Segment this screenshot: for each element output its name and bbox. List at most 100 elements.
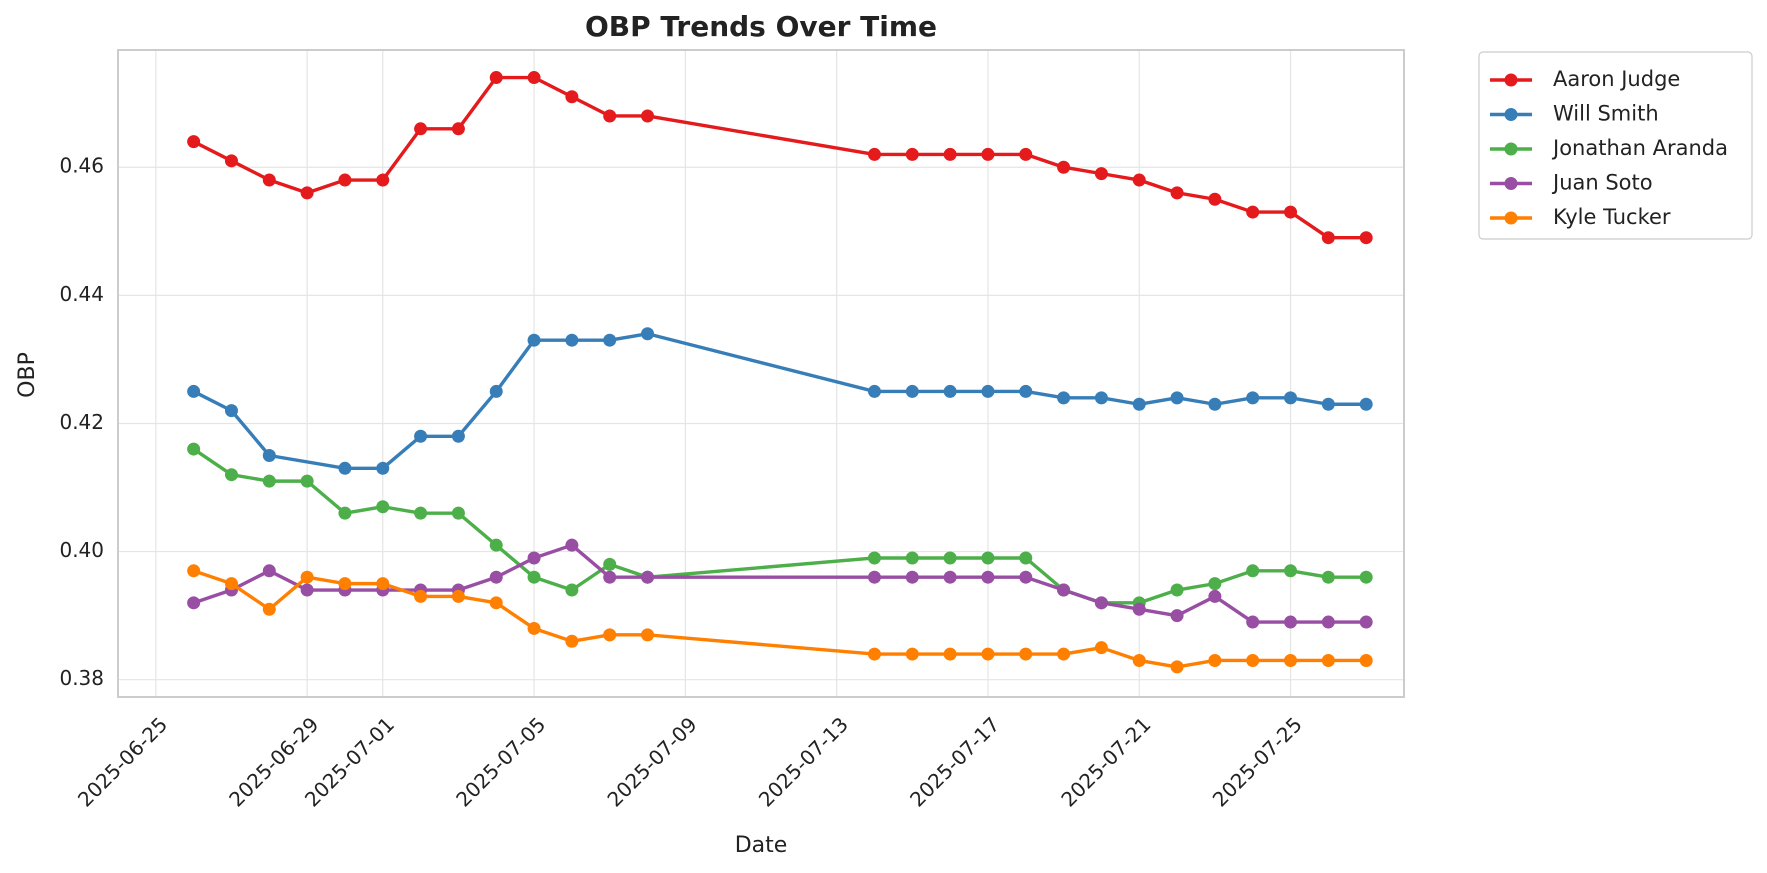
data-point <box>603 333 617 347</box>
data-point <box>1359 570 1373 584</box>
data-point <box>1246 205 1260 219</box>
data-point <box>1019 551 1033 565</box>
data-point <box>262 474 276 488</box>
data-point <box>1094 641 1108 655</box>
data-point <box>1170 609 1184 623</box>
data-point <box>1170 391 1184 405</box>
data-point <box>187 596 201 610</box>
legend-item: Jonathan Aranda <box>1490 136 1728 160</box>
data-point <box>1246 653 1260 667</box>
data-point <box>262 564 276 578</box>
data-point <box>1359 397 1373 411</box>
data-point <box>376 577 390 591</box>
data-point <box>981 647 995 661</box>
y-tick-label: 0.46 <box>59 154 104 178</box>
series-line <box>191 75 1368 240</box>
data-point <box>1246 615 1260 629</box>
data-point <box>1057 160 1071 174</box>
data-point <box>414 122 428 136</box>
data-point <box>867 551 881 565</box>
data-point <box>1170 660 1184 674</box>
data-point <box>603 628 617 642</box>
x-tick-label: 2025-07-09 <box>602 712 701 811</box>
legend-swatch-marker <box>1504 177 1518 190</box>
data-point <box>981 551 995 565</box>
data-point <box>943 551 957 565</box>
data-point <box>527 71 541 85</box>
series-kyle-tucker <box>187 564 1373 674</box>
data-point <box>1132 602 1146 616</box>
data-point <box>1019 570 1033 584</box>
data-point <box>262 602 276 616</box>
data-point <box>338 577 352 591</box>
data-point <box>905 570 919 584</box>
data-point <box>1359 653 1373 667</box>
data-point <box>1057 647 1071 661</box>
data-point <box>376 461 390 475</box>
data-point <box>1057 391 1071 405</box>
data-point <box>565 333 579 347</box>
y-axis-label: OBP <box>15 352 40 398</box>
x-tick-label: 2025-06-25 <box>73 712 172 811</box>
legend-frame <box>1478 51 1753 240</box>
legend-item: Juan Soto <box>1490 171 1653 195</box>
data-point <box>603 570 617 584</box>
data-point <box>641 628 655 642</box>
data-point <box>565 634 579 648</box>
series-line <box>191 569 1368 669</box>
data-point <box>489 71 503 85</box>
grid <box>118 50 1404 697</box>
data-point <box>1132 653 1146 667</box>
legend-swatch-marker <box>1504 108 1518 121</box>
data-point <box>300 474 314 488</box>
data-point <box>451 589 465 603</box>
data-point <box>262 448 276 462</box>
y-tick-label: 0.38 <box>59 666 104 690</box>
data-point <box>414 429 428 443</box>
data-point <box>187 135 201 149</box>
data-point <box>489 384 503 398</box>
y-tick-label: 0.40 <box>59 538 104 562</box>
legend-item: Aaron Judge <box>1490 67 1680 91</box>
data-point <box>1208 577 1222 591</box>
data-point <box>1170 186 1184 200</box>
data-point <box>414 506 428 520</box>
series-will-smith <box>187 327 1373 475</box>
data-point <box>224 404 238 418</box>
data-point <box>527 621 541 635</box>
x-tick-label: 2025-07-13 <box>754 712 853 811</box>
data-point <box>1359 615 1373 629</box>
data-point <box>981 384 995 398</box>
legend-item: Will Smith <box>1490 102 1659 126</box>
data-point <box>224 468 238 482</box>
data-point <box>603 557 617 571</box>
data-point <box>641 570 655 584</box>
data-point <box>1132 397 1146 411</box>
data-point <box>1284 205 1298 219</box>
series-line <box>191 332 1368 471</box>
data-point <box>187 564 201 578</box>
data-point <box>1094 391 1108 405</box>
data-point <box>527 551 541 565</box>
data-point <box>981 147 995 161</box>
data-point <box>1246 391 1260 405</box>
legend: Aaron Judge Will Smith Jonathan Aranda Juan… <box>1478 51 1753 240</box>
data-point <box>867 570 881 584</box>
legend-label: Jonathan Aranda <box>1551 136 1728 160</box>
data-point <box>1284 391 1298 405</box>
data-point <box>489 538 503 552</box>
y-tick-label: 0.44 <box>59 282 104 306</box>
data-point <box>641 327 655 341</box>
data-point <box>414 589 428 603</box>
data-point <box>300 570 314 584</box>
data-point <box>338 173 352 187</box>
data-point <box>1208 192 1222 206</box>
data-point <box>905 551 919 565</box>
data-point <box>300 583 314 597</box>
data-point <box>262 173 276 187</box>
x-tick-label: 2025-07-05 <box>451 712 550 811</box>
x-tick-label: 2025-07-21 <box>1056 712 1155 811</box>
data-point <box>187 384 201 398</box>
x-tick-label: 2025-07-25 <box>1208 712 1307 811</box>
